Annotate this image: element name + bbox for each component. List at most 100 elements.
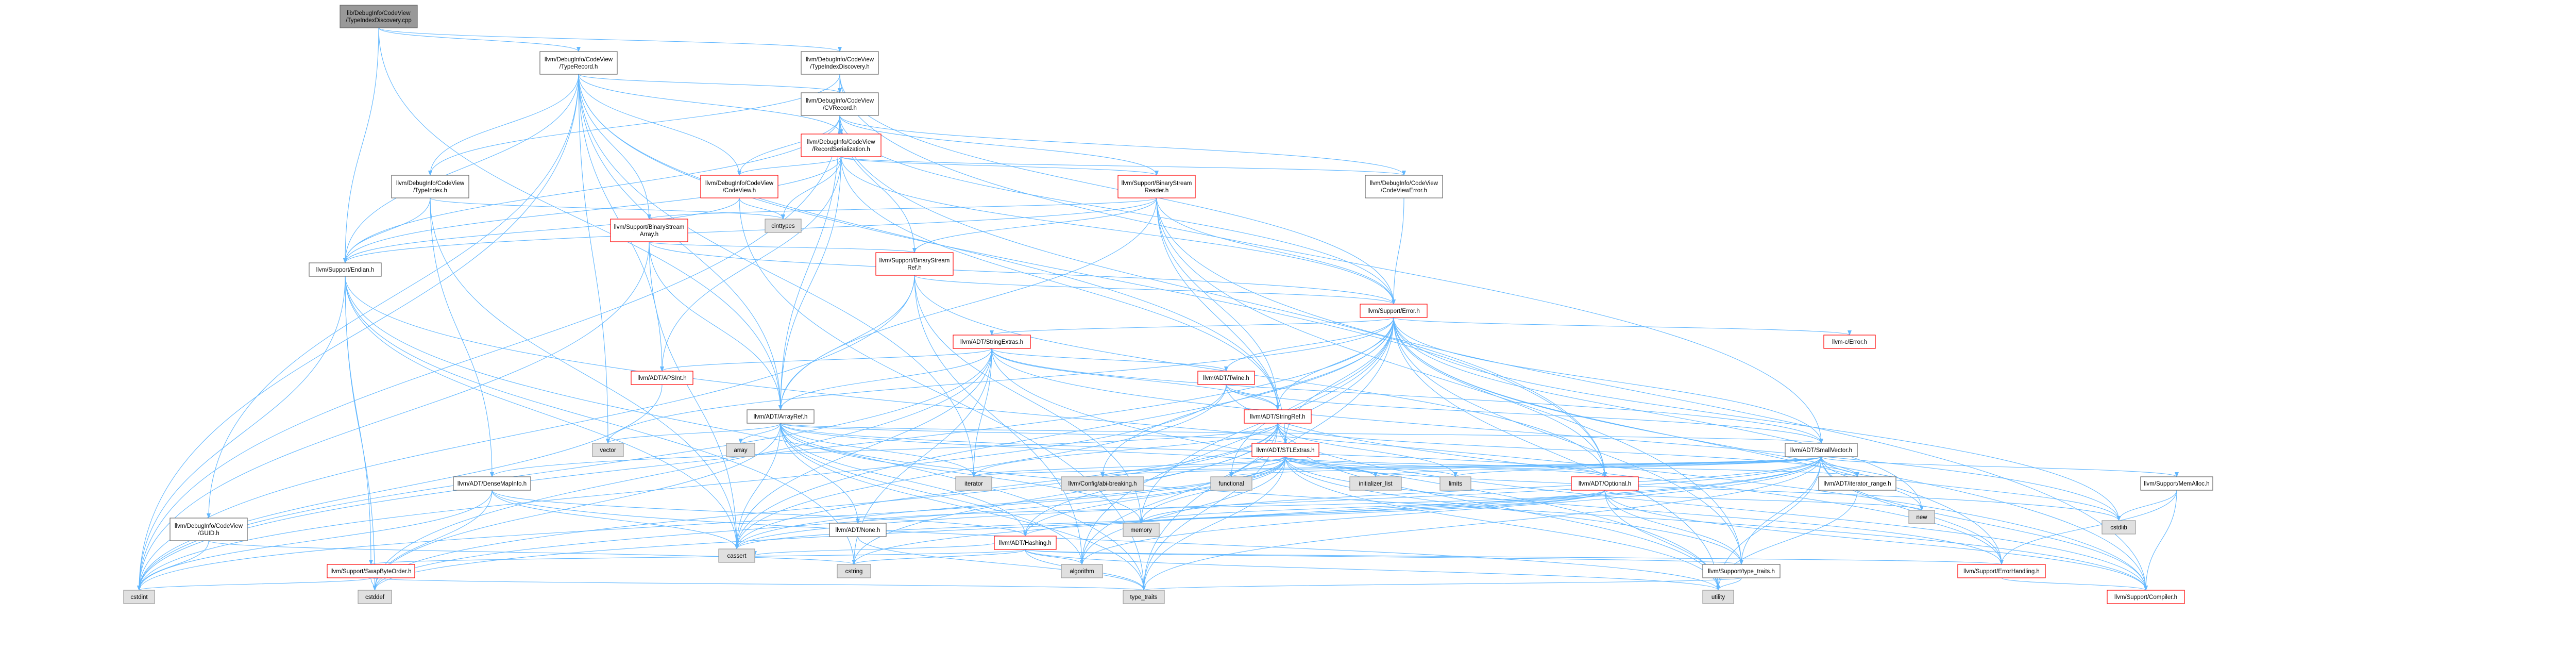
node-box [1360,304,1428,318]
node-codeviewerror[interactable]: llvm/DebugInfo/CodeView/CodeViewError.h [1365,175,1443,198]
node-typetraits[interactable]: llvm/Support/type_traits.h [1702,564,1781,578]
node-stringextras[interactable]: llvm/ADT/StringExtras.h [953,335,1031,349]
edge-hashing-to-cassert [753,542,995,556]
node-apsint[interactable]: llvm/ADT/APSInt.h [631,371,693,385]
edge-bsreader-to-compiler [1156,197,2148,591]
edge-stringref-to-utility [1277,423,1720,591]
node-label: lib/DebugInfo/CodeView [347,10,411,16]
edge-error-to-cassert [735,317,1394,549]
node-new: new [1908,510,1935,524]
edge-error-to-new [1393,317,1924,511]
edge-arrayref-to-initlist [780,423,1378,477]
edge-endian-to-type_traits [345,276,1146,591]
edge-bsreader-to-stringref [1156,197,1280,410]
edge-twine-to-cstdint [137,384,1227,591]
node-label: llvm/Support/type_traits.h [1708,569,1775,575]
edge-arrayref-to-type_traits [780,423,1146,591]
node-itrange[interactable]: llvm/ADT/iterator_range.h [1818,476,1896,491]
node-errorhandling[interactable]: llvm/Support/ErrorHandling.h [1957,564,2046,578]
node-label: llvm/ADT/DenseMapInfo.h [457,481,527,487]
node-label: type_traits [1130,594,1157,601]
edge-arrayref-to-cassert [735,423,781,549]
edge-memalloc-to-errorhandling [1999,490,2177,565]
node-stlextras[interactable]: llvm/ADT/STLExtras.h [1251,443,1319,457]
node-root[interactable]: lib/DebugInfo/CodeView/TypeIndexDiscover… [340,5,418,28]
node-arrayref[interactable]: llvm/ADT/ArrayRef.h [747,409,815,424]
edge-optional-to-memory [1139,490,1605,524]
node-box [309,262,382,277]
edge-smallvector-to-initlist [1374,456,1822,477]
node-recordser[interactable]: llvm/DebugInfo/CodeView/RecordSerializat… [801,134,882,157]
node-label: llvm/Config/abi-breaking.h [1069,481,1137,487]
node-typeindexdisc[interactable]: llvm/DebugInfo/CodeView/TypeIndexDiscove… [801,51,879,75]
edge-bsref-to-arrayref [778,275,915,410]
node-box [1365,175,1443,198]
edge-bsreader-to-typetraits [1156,197,1743,565]
node-compiler[interactable]: llvm/Support/Compiler.h [2107,590,2185,604]
node-label: llvm/Support/BinaryStream [614,224,685,230]
node-memalloc[interactable]: llvm/Support/MemAlloc.h [2140,476,2213,491]
node-hashing[interactable]: llvm/ADT/Hashing.h [994,536,1057,550]
node-box [327,564,415,578]
node-codeview[interactable]: llvm/DebugInfo/CodeView/CodeView.h [700,175,778,198]
node-label: cstring [845,569,863,575]
node-box [726,443,755,457]
node-type_traits: type_traits [1123,590,1165,604]
edge-errorhandling-to-compiler [2001,577,2148,591]
node-label: llvm/ADT/StringRef.h [1250,414,1305,420]
node-cinttypes: cinttypes [765,219,802,233]
node-optional[interactable]: llvm/ADT/Optional.h [1571,476,1639,491]
node-label: llvm/DebugInfo/CodeView [1370,180,1438,187]
node-swapbyte[interactable]: llvm/Support/SwapByteOrder.h [327,564,415,578]
edge-stlextras-to-functional [1229,456,1286,477]
node-label: /TypeIndexDiscovery.h [810,64,869,70]
node-box [610,219,688,242]
node-typerecord[interactable]: llvm/DebugInfo/CodeView/TypeRecord.h [539,51,618,75]
node-densemapinfo[interactable]: llvm/ADT/DenseMapInfo.h [453,476,531,491]
node-initlist: initializer_list [1349,476,1402,491]
node-label: initializer_list [1359,481,1393,487]
edge-stlextras-to-itrange [1285,456,1859,477]
edge-stringref-to-cstring [852,423,1278,565]
node-cerror[interactable]: llvm-c/Error.h [1823,335,1876,349]
node-twine[interactable]: llvm/ADT/Twine.h [1197,371,1255,385]
node-stringref[interactable]: llvm/ADT/StringRef.h [1244,409,1312,424]
node-box [801,92,879,116]
node-box [1702,590,1734,604]
edge-smallvector-to-memalloc [1821,456,2179,477]
edge-root-to-typerecord [378,27,581,52]
edge-arrayref-to-stlextras [780,423,1287,444]
node-endian[interactable]: llvm/Support/Endian.h [309,262,382,277]
node-box [829,523,887,537]
node-label: Ref.h [907,265,922,271]
edge-arrayref-to-optional [780,423,1607,477]
node-label: /RecordSerialization.h [812,146,870,153]
node-smallvector[interactable]: llvm/ADT/SmallVector.h [1785,443,1858,457]
node-box [1439,476,1471,491]
edge-arrayref-to-algorithm [780,423,1084,565]
edge-recordser-to-endian [343,156,842,263]
edge-cvrecord-to-cstdint [137,115,840,591]
node-label: cstdint [130,594,148,601]
edge-guid-to-cstdint [137,540,209,591]
edge-densemapinfo-to-cassert [492,490,739,549]
edge-bsref-to-error [914,275,1396,305]
node-label: /CVRecord.h [823,105,857,111]
node-none[interactable]: llvm/ADT/None.h [829,523,887,537]
edge-bsarray-to-cassert [649,241,739,549]
node-cvrecord[interactable]: llvm/DebugInfo/CodeView/CVRecord.h [801,92,879,116]
edge-stringref-to-cassert [735,423,1278,549]
node-label: llvm/ADT/STLExtras.h [1256,447,1314,454]
edge-hashing-to-typetraits [1025,549,1743,565]
node-guid[interactable]: llvm/DebugInfo/CodeView/GUID.h [170,518,248,541]
node-error[interactable]: llvm/Support/Error.h [1360,304,1428,318]
node-box [631,371,693,385]
node-box [1251,443,1319,457]
edge-typeindex-to-cinttypes [430,197,785,220]
node-box [2102,520,2136,535]
node-typeindex[interactable]: llvm/DebugInfo/CodeView/TypeIndex.h [391,175,469,198]
edge-arrayref-to-cstddef [372,423,781,591]
